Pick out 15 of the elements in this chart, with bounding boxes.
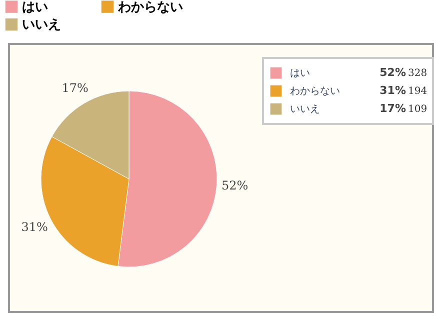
data-label: 31% [21,220,48,234]
text: 17% [380,102,406,115]
category-label: はい [22,0,48,15]
legend-label: わからない [117,0,183,15]
text: 194 [408,86,428,97]
legend-label: はい [290,68,310,79]
data-label: 17% [62,80,88,95]
category-label: いいえ [290,104,320,115]
text: 31% [380,84,406,97]
category-label: わからない [290,86,340,97]
text: 109 [408,104,428,115]
data-label: 52% [221,178,248,193]
text: 328 [408,68,428,79]
legend-label: いいえ [22,18,61,32]
text: 52% [380,66,406,79]
